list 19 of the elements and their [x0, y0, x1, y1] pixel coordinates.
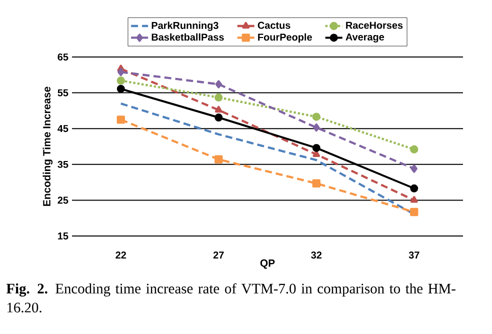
- y-tick-label: 15: [58, 232, 68, 240]
- y-tick-label: 35: [58, 160, 68, 168]
- legend-label: RaceHorses: [346, 22, 403, 29]
- y-tick-label: 65: [58, 53, 68, 61]
- y-tick-label: 55: [58, 89, 68, 96]
- legend-label: FourPeople: [258, 33, 312, 43]
- x-tick-label: 22: [116, 252, 126, 258]
- legend-label: Average: [346, 34, 384, 43]
- y-tick-label: 25: [58, 196, 68, 204]
- x-tick-label: 37: [408, 252, 420, 259]
- x-tick-label: 32: [311, 252, 322, 259]
- x-axis-title: QP: [260, 259, 275, 269]
- legend-label: ParkRunning3: [152, 22, 218, 31]
- legend-label: Cactus: [258, 22, 290, 29]
- text: Fig. 2. Encoding time increase rate of VTM-7.0 in comparison to the HM-16.20.: [6, 283, 456, 312]
- y-axis-title: Encoding Time Increase: [42, 86, 53, 206]
- legend-label: BasketballPass: [152, 33, 224, 41]
- y-tick-label: 45: [58, 125, 68, 132]
- x-tick-label: 27: [213, 252, 224, 258]
